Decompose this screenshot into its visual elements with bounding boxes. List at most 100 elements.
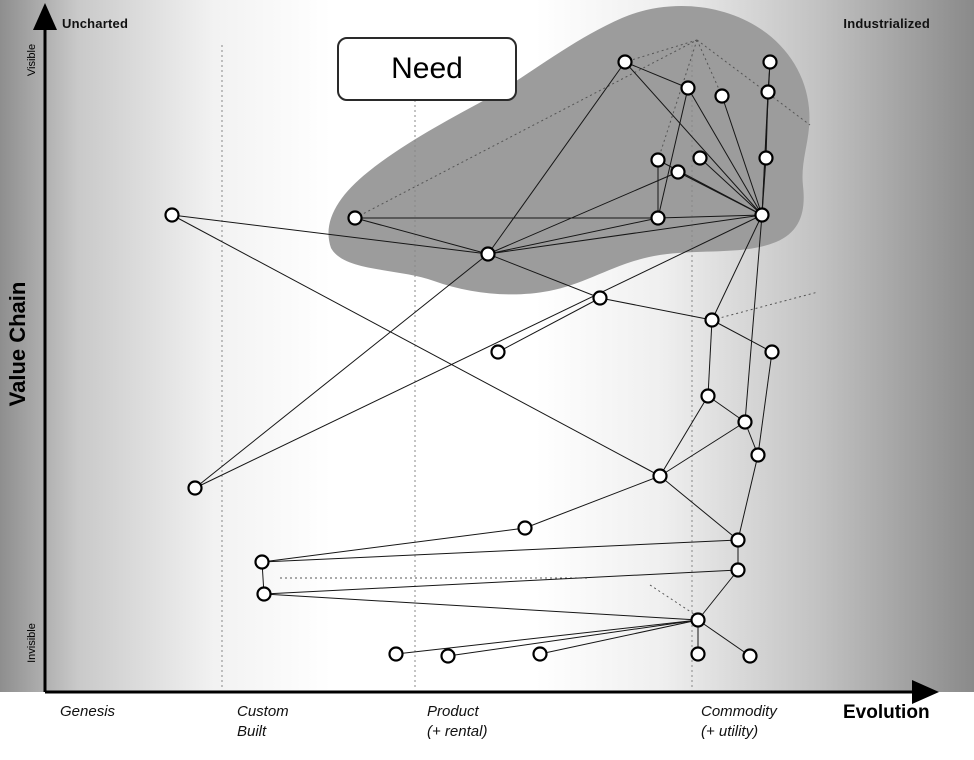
component-node [650,152,666,168]
link [659,421,746,477]
stage-label-line1: Genesis [60,703,116,720]
component-node [760,84,776,100]
component-node [592,290,608,306]
dotted-link [649,584,698,617]
component-node [652,468,668,484]
link [711,214,763,321]
value-chain-axis-label: Value Chain [5,281,30,407]
component-node [256,586,272,602]
component-node [480,246,496,262]
link [765,91,769,159]
link [261,539,739,563]
component-node [670,164,686,180]
link [261,527,526,563]
component-node [764,344,780,360]
component-node [730,562,746,578]
link [659,395,709,477]
invisible-axis-label: Invisible [26,623,38,663]
stage-label-line1: Commodity [701,703,777,720]
component-node [700,388,716,404]
component-node [737,414,753,430]
need-callout-text: Need [391,52,463,85]
link [599,297,713,321]
link [757,351,773,456]
stage-label-line1: Custom [237,703,289,720]
link [354,217,489,255]
link [497,297,601,353]
link [721,95,763,216]
dotted-link [696,39,723,97]
stage-label-line2: (+ utility) [701,723,759,741]
component-node [617,54,633,70]
component-node [690,646,706,662]
component-node [187,480,203,496]
link [699,157,763,216]
components-layer [164,54,780,664]
component-node [680,80,696,96]
component-node [517,520,533,536]
need-region-layer [328,6,810,295]
component-node [750,447,766,463]
stage-label-genesis: Genesis [60,702,115,722]
link [697,569,739,621]
stage-label-line1: Product [427,703,479,720]
link [487,61,626,255]
need-callout: Need [337,37,517,101]
component-node [692,150,708,166]
component-node [254,554,270,570]
industrialized-label: Industrialized [843,16,930,31]
link [761,157,767,216]
link [395,619,699,655]
need-region-blob [328,6,810,295]
dotted-link [696,39,811,126]
link [487,253,601,299]
link [447,619,699,657]
component-node [347,210,363,226]
link [697,619,751,657]
component-node [690,612,706,628]
component-node [730,532,746,548]
dotted-link [354,39,698,219]
component-node [714,88,730,104]
component-node [532,646,548,662]
component-node [762,54,778,70]
link [263,569,739,595]
link [487,214,763,255]
link [659,475,739,541]
component-node [440,648,456,664]
component-node [742,648,758,664]
component-node [754,207,770,223]
link [171,214,661,477]
dotted-links-layer [280,39,819,617]
component-node [388,646,404,662]
link [657,214,763,219]
link [194,214,763,489]
link [657,87,689,219]
uncharted-label: Uncharted [62,16,129,31]
stage-label-commodity: Commodity (+ utility) [701,702,777,743]
link [194,253,489,489]
link [744,214,763,423]
stage-label-line2: Built [237,723,267,741]
link [487,217,659,255]
link [539,619,699,655]
link [624,61,689,89]
component-node [164,207,180,223]
stage-label-product: Product (+ rental) [427,702,487,743]
dotted-link [657,39,698,161]
link [487,171,679,255]
evolution-axis-label: Evolution [843,702,930,723]
link [711,319,773,353]
component-node [650,210,666,226]
stage-label-custom-built: Custom Built [237,702,289,743]
dotted-link [711,291,819,321]
stage-label-line2: (+ rental) [427,723,488,741]
link [707,319,713,397]
link [737,454,759,541]
component-node [490,344,506,360]
link [263,593,699,621]
link [171,214,489,255]
link [677,171,763,216]
